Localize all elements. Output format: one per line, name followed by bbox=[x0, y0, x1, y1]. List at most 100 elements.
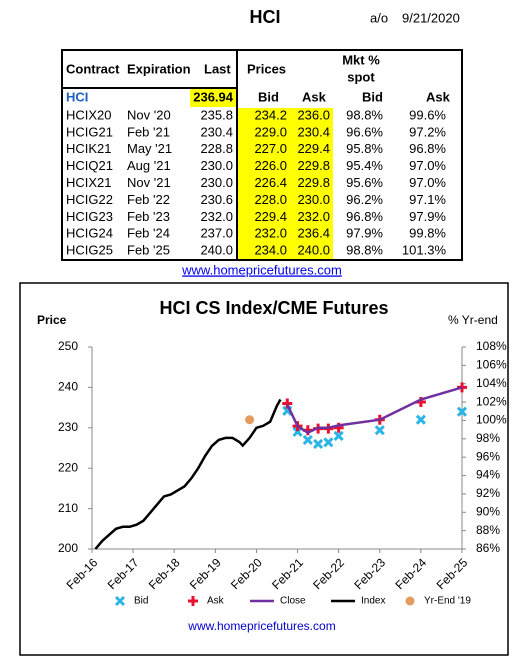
legend-swatch bbox=[114, 595, 126, 607]
y2-tick-label: 106% bbox=[476, 358, 507, 372]
table-cell: 236.4 bbox=[297, 226, 330, 241]
y-tick-label: 240 bbox=[58, 380, 78, 394]
column-header: Mkt % bbox=[342, 52, 380, 67]
table-border bbox=[61, 49, 463, 261]
series-line bbox=[94, 398, 282, 550]
series-marker bbox=[313, 438, 324, 450]
table-cell: 228.0 bbox=[254, 192, 287, 207]
table-cell: 236.94 bbox=[193, 89, 234, 104]
series-marker bbox=[456, 406, 468, 417]
series-marker bbox=[245, 415, 255, 425]
y2-tick-label: 94% bbox=[476, 468, 500, 482]
subheader: Bid bbox=[362, 89, 383, 104]
y2-tick-label: 98% bbox=[476, 431, 500, 445]
y2-tick-label: 96% bbox=[476, 449, 500, 463]
table-cell: 232.0 bbox=[254, 226, 287, 241]
table-cell: Feb '24 bbox=[127, 226, 170, 241]
page-title: HCI bbox=[250, 7, 281, 27]
table-cell: Feb '23 bbox=[127, 209, 170, 224]
table-cell: 237.0 bbox=[200, 226, 233, 241]
table-cell: HCIK21 bbox=[66, 141, 112, 156]
table-cell: Feb '25 bbox=[127, 243, 170, 258]
series-line bbox=[286, 386, 463, 435]
column-header: Last bbox=[204, 61, 231, 76]
table-cell: 230.0 bbox=[297, 192, 330, 207]
table-cell: Nov '21 bbox=[127, 175, 171, 190]
table-cell: 235.8 bbox=[200, 107, 233, 122]
legend-label: Close bbox=[280, 596, 306, 607]
table-cell: 236.0 bbox=[297, 107, 330, 122]
table-cell: May '21 bbox=[127, 141, 172, 156]
legend-label: Index bbox=[361, 596, 385, 607]
table-cell: HCIX21 bbox=[66, 175, 112, 190]
table-cell: 234.0 bbox=[254, 243, 287, 258]
column-header: Prices bbox=[247, 61, 286, 76]
table-cell: 240.0 bbox=[200, 243, 233, 258]
table-cell: 95.4% bbox=[346, 158, 383, 173]
y-axis-label: Price bbox=[37, 313, 67, 327]
y-tick-label: 230 bbox=[58, 420, 78, 434]
table-cell: 228.8 bbox=[200, 141, 233, 156]
table-cell: 226.4 bbox=[254, 175, 287, 190]
table-cell: HCIQ21 bbox=[66, 158, 113, 173]
table-cell: 229.8 bbox=[297, 158, 330, 173]
table-cell: 234.2 bbox=[254, 107, 287, 122]
table-cell: 229.4 bbox=[254, 209, 287, 224]
table-cell: 97.1% bbox=[409, 192, 446, 207]
table-cell: 101.3% bbox=[402, 243, 447, 258]
table-cell: HCIG23 bbox=[66, 209, 113, 224]
table-cell: 97.2% bbox=[409, 124, 446, 139]
y2-tick-label: 92% bbox=[476, 486, 500, 500]
table-cell: Aug '21 bbox=[127, 158, 171, 173]
y-tick-label: 220 bbox=[58, 460, 78, 474]
table-cell: 230.4 bbox=[200, 124, 233, 139]
y2-tick-label: 88% bbox=[476, 523, 500, 537]
highlight-cells bbox=[237, 108, 333, 259]
table-cell: 232.0 bbox=[297, 209, 330, 224]
table-cell: HCIG24 bbox=[66, 226, 113, 241]
table-cell: 96.8% bbox=[409, 141, 446, 156]
series-marker bbox=[415, 414, 426, 425]
y-tick-label: 250 bbox=[58, 339, 78, 353]
series-marker bbox=[302, 434, 313, 445]
table-cell: 97.0% bbox=[409, 175, 446, 190]
subheader: Bid bbox=[258, 89, 279, 104]
table-cell: 97.9% bbox=[346, 226, 383, 241]
table-cell: 99.8% bbox=[409, 226, 446, 241]
table-cell: HCIG25 bbox=[66, 243, 113, 258]
legend-swatch bbox=[188, 596, 198, 606]
subheader: Ask bbox=[426, 89, 451, 104]
table-cell: 95.6% bbox=[346, 175, 383, 190]
as-of-label: a/o bbox=[370, 10, 388, 25]
table-cell: HCIG21 bbox=[66, 124, 113, 139]
y-tick-label: 200 bbox=[58, 541, 78, 555]
table-cell: 229.4 bbox=[297, 141, 330, 156]
table-cell: 98.8% bbox=[346, 243, 383, 258]
legend-label: Bid bbox=[134, 596, 148, 607]
chart-link: www.homepricefutures.com bbox=[187, 619, 335, 633]
table-cell: 229.8 bbox=[297, 175, 330, 190]
legend-label: Yr-End '19 bbox=[424, 596, 471, 607]
table-cell: 240.0 bbox=[297, 243, 330, 258]
chart-frame bbox=[19, 282, 509, 656]
y2-tick-label: 90% bbox=[476, 504, 500, 518]
table-cell: HCI bbox=[66, 89, 88, 104]
y-tick-label: 210 bbox=[58, 501, 78, 515]
column-header: Contract bbox=[66, 61, 120, 76]
table-cell: HCIX20 bbox=[66, 107, 112, 122]
cell-bg bbox=[237, 89, 333, 107]
series-marker bbox=[323, 437, 334, 448]
y2-tick-label: 104% bbox=[476, 376, 507, 390]
link[interactable]: www.homepricefutures.com bbox=[181, 262, 342, 277]
table-cell: 229.0 bbox=[254, 124, 287, 139]
as-of-date: 9/21/2020 bbox=[402, 10, 460, 25]
y2-tick-label: 102% bbox=[476, 394, 507, 408]
table-cell: 230.0 bbox=[200, 158, 233, 173]
y2-tick-label: 86% bbox=[476, 541, 500, 555]
table-cell: 230.6 bbox=[200, 192, 233, 207]
column-header: Expiration bbox=[127, 61, 191, 76]
table-cell: 97.9% bbox=[409, 209, 446, 224]
table-cell: HCIG22 bbox=[66, 192, 113, 207]
legend-label: Ask bbox=[207, 596, 225, 607]
